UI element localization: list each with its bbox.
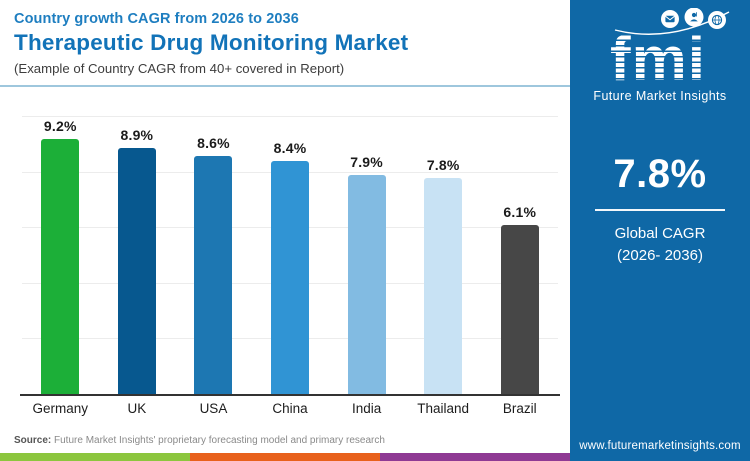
x-axis-label-india: India bbox=[351, 401, 382, 416]
x-axis-label-china: China bbox=[272, 401, 308, 416]
source-line: Source: Future Market Insights' propriet… bbox=[14, 435, 385, 446]
bar-thailand bbox=[424, 178, 463, 395]
stat-divider bbox=[595, 209, 725, 211]
globe-icon bbox=[711, 14, 723, 26]
stat-label-line2: (2026- 2036) bbox=[617, 247, 703, 264]
bar-column-usa: 8.6% bbox=[175, 117, 252, 395]
source-label: Source: bbox=[14, 435, 52, 446]
footer-stripe-1 bbox=[190, 453, 380, 461]
fmi-logo-graphic: fmi bbox=[610, 8, 730, 88]
x-axis-label-thailand: Thailand bbox=[417, 401, 470, 416]
x-axis-label-usa: USA bbox=[199, 401, 228, 416]
bars: 9.2% 8.9% 8.6% 8.4% 7.9% 7.8% 6.1% bbox=[22, 117, 558, 395]
logo-subtext: Future Market Insights bbox=[593, 89, 727, 103]
footer-stripe-2 bbox=[380, 453, 570, 461]
fmi-wordmark: fmi bbox=[610, 25, 706, 88]
kicker-text: Country growth CAGR from 2026 to 2036 bbox=[14, 11, 299, 27]
source-text: Future Market Insights' proprietary fore… bbox=[51, 435, 385, 446]
global-cagr-stat: 7.8% Global CAGR (2026- 2036) bbox=[570, 152, 750, 268]
website-url: www.futuremarketinsights.com bbox=[579, 440, 741, 452]
bar-value-label: 8.6% bbox=[197, 134, 230, 151]
gridline-10 bbox=[22, 116, 558, 117]
sidebar: fmi Future Market Insights 7.8% Global C… bbox=[570, 0, 750, 461]
bar-china bbox=[271, 161, 310, 395]
logo-badges bbox=[661, 8, 726, 29]
bar-value-label: 9.2% bbox=[43, 118, 77, 135]
stat-value: 7.8% bbox=[613, 152, 707, 196]
person-icon bbox=[690, 12, 698, 22]
bar-value-label: 8.9% bbox=[120, 126, 154, 143]
page-title: Therapeutic Drug Monitoring Market bbox=[14, 30, 409, 55]
bar-value-label: 6.1% bbox=[503, 204, 537, 221]
bar-value-label: 7.8% bbox=[426, 157, 460, 174]
bar-column-india: 7.9% bbox=[328, 117, 405, 395]
bar-usa bbox=[194, 155, 233, 395]
bar-column-uk: 8.9% bbox=[99, 117, 176, 395]
main-panel: Country growth CAGR from 2026 to 2036 Th… bbox=[0, 0, 570, 461]
x-axis-label-brazil: Brazil bbox=[502, 401, 537, 416]
header: Country growth CAGR from 2026 to 2036 Th… bbox=[0, 0, 570, 87]
bar-uk bbox=[117, 147, 156, 395]
x-axis-label-uk: UK bbox=[127, 401, 147, 416]
x-axis-labels: Germany UK USA China India Thailand Brazil bbox=[22, 401, 558, 416]
bar-column-china: 8.4% bbox=[252, 117, 329, 395]
x-axis-line bbox=[20, 394, 560, 396]
fmi-logo: fmi Future Market Insights bbox=[570, 0, 750, 103]
footer-stripe-0 bbox=[0, 453, 190, 461]
x-axis-label-germany: Germany bbox=[32, 401, 89, 416]
bar-value-label: 7.9% bbox=[350, 154, 383, 171]
bar-column-thailand: 7.8% bbox=[405, 117, 482, 395]
envelope-icon bbox=[665, 15, 675, 23]
subtitle: (Example of Country CAGR from 40+ covere… bbox=[14, 61, 345, 76]
bar-column-brazil: 6.1% bbox=[481, 117, 558, 395]
bar-germany bbox=[41, 139, 80, 395]
footer-color-stripes bbox=[0, 453, 570, 461]
bar-column-germany: 9.2% bbox=[22, 117, 99, 395]
stat-label-line1: Global CAGR bbox=[614, 224, 706, 242]
bar-chart-plot-area: 9.2% 8.9% 8.6% 8.4% 7.9% 7.8% 6.1% bbox=[20, 116, 560, 396]
bar-value-label: 8.4% bbox=[273, 140, 307, 157]
bar-india bbox=[347, 175, 386, 395]
badge-circle bbox=[684, 8, 704, 27]
bar-brazil bbox=[500, 225, 539, 395]
